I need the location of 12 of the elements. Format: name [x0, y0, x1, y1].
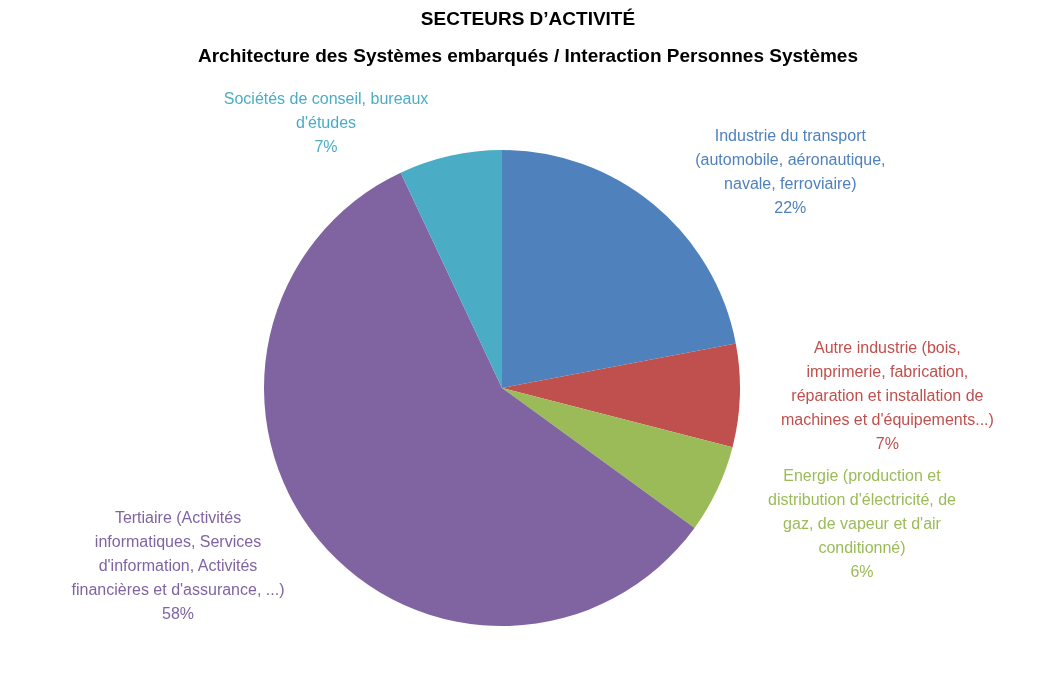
slice-label: Industrie du transport (automobile, aéronautique, navale, ferroviaire) [695, 126, 886, 192]
chart-subtitle: Architecture des Systèmes embarqués / Interaction Personnes Systèmes [197, 45, 859, 67]
data-label: 7% [875, 435, 899, 453]
slice-label: Sociétés de conseil, bureaux d'études [223, 90, 429, 132]
data-label: 6% [850, 563, 874, 581]
data-label: 22% [774, 198, 807, 216]
slice-label: Tertiaire (Activités informatiques, Services d'information, Activités financières et d'assurance, ...) [71, 508, 285, 598]
slice-label: Autre industrie (bois, imprimerie, fabrication, réparation et installation de machines et d'équipements...) [780, 339, 994, 429]
chart-title: SECTEURS D’ACTIVITÉ [419, 8, 637, 30]
data-label: 7% [314, 138, 338, 156]
slice-label: Energie (production et distribution d'électricité, de gaz, de vapeur et d'air conditionné) [767, 467, 957, 557]
data-label: 58% [161, 604, 195, 622]
